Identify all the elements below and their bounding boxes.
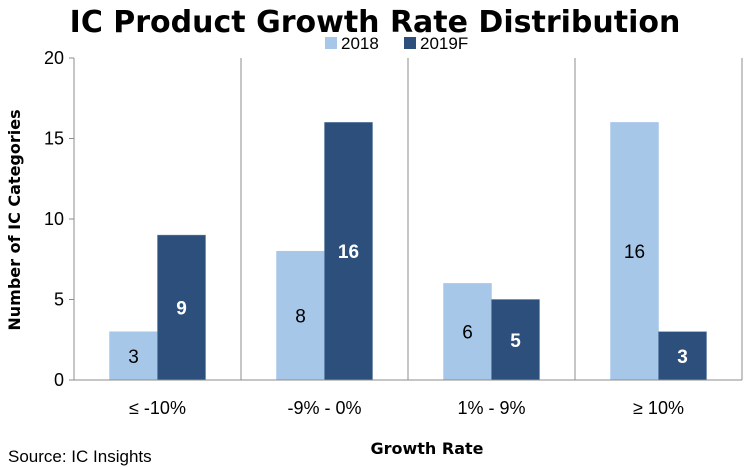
data-label-2019f-1: 9 <box>176 299 187 320</box>
y-axis-label: Number of IC Categories <box>5 109 24 330</box>
bar-labels: 3 8 6 16 9 16 5 3 <box>128 242 688 368</box>
y-tick-label-10: 10 <box>44 209 64 229</box>
legend-swatch-2019f <box>404 37 416 49</box>
chart-title: IC Product Growth Rate Distribution <box>70 5 681 40</box>
data-label-2019f-4: 3 <box>677 347 688 368</box>
x-tick-label-4: ≥ 10% <box>633 398 684 418</box>
legend: 2018 2019F <box>325 34 468 53</box>
bars <box>109 122 707 381</box>
data-label-2018-1: 3 <box>128 347 139 368</box>
bar-2018-4 <box>610 122 659 381</box>
bar-2018-2 <box>276 250 325 381</box>
legend-label-2019f: 2019F <box>420 34 468 53</box>
data-label-2019f-3: 5 <box>510 331 521 352</box>
data-label-2018-3: 6 <box>462 323 473 344</box>
legend-label-2018: 2018 <box>341 34 379 53</box>
x-tick-label-3: 1% - 9% <box>457 398 525 418</box>
x-tick-label-1: ≤ -10% <box>129 398 186 418</box>
y-tick-label-5: 5 <box>54 290 64 310</box>
source-note: Source: IC Insights <box>8 447 152 466</box>
x-tick-label-2: -9% - 0% <box>287 398 361 418</box>
legend-swatch-2018 <box>325 37 337 49</box>
y-tick-labels: 0 5 10 15 20 <box>44 48 74 390</box>
data-label-2018-2: 8 <box>295 307 306 328</box>
bar-2019f-4 <box>658 331 707 381</box>
x-axis-label: Growth Rate <box>370 439 483 458</box>
bar-2019f-2 <box>324 122 373 381</box>
data-label-2019f-2: 16 <box>338 242 359 263</box>
y-tick-label-0: 0 <box>54 370 64 390</box>
y-tick-label-15: 15 <box>44 129 64 149</box>
data-label-2018-4: 16 <box>624 242 645 263</box>
bar-2019f-1 <box>157 234 206 381</box>
y-tick-label-20: 20 <box>44 48 64 68</box>
x-tick-labels: ≤ -10% -9% - 0% 1% - 9% ≥ 10% <box>129 398 684 418</box>
bar-2018-3 <box>443 283 492 381</box>
